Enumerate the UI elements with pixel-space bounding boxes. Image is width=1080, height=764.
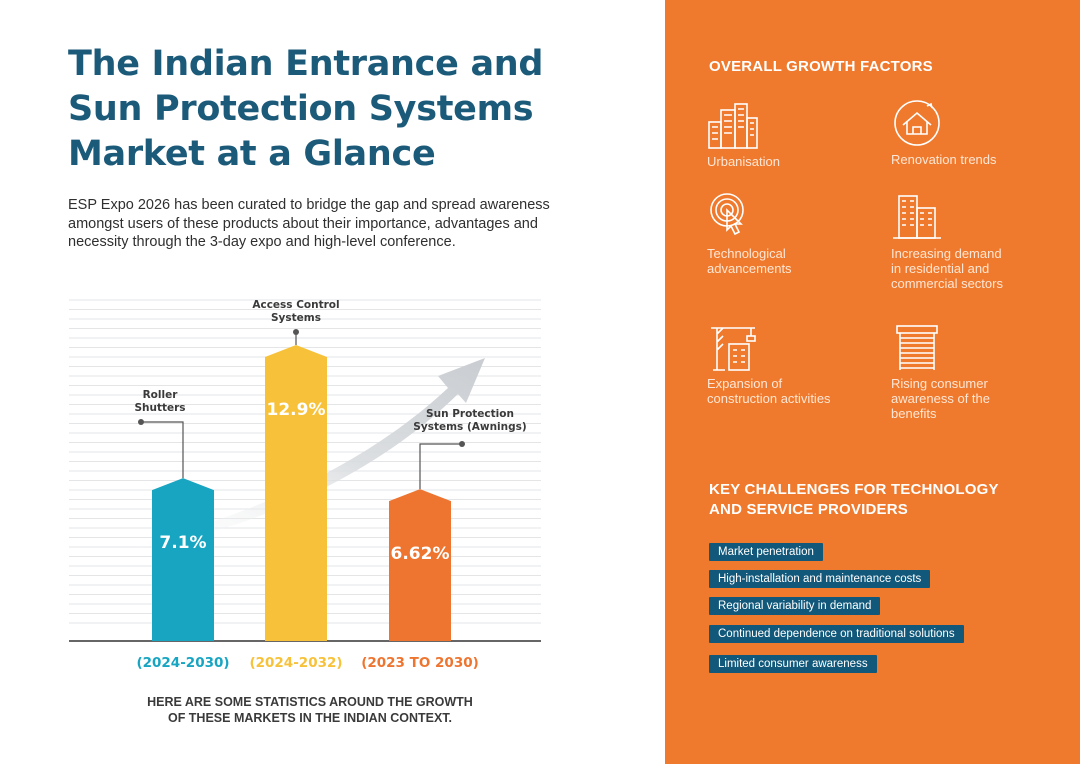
footnote-line: HERE ARE SOME STATISTICS AROUND THE GROW… — [147, 695, 473, 709]
category-label: Sun Protection — [426, 408, 514, 420]
footnote-line: OF THESE MARKETS IN THE INDIAN CONTEXT. — [167, 711, 453, 725]
challenges-heading-line: KEY CHALLENGES FOR TECHNOLOGY — [709, 481, 999, 498]
factor-label-line: Technological — [707, 246, 786, 261]
factor-urbanisation: Urbanisation — [707, 100, 877, 169]
leader-dot — [293, 329, 299, 335]
residential-commercial-buildings-icon — [893, 195, 941, 239]
leader-line — [419, 443, 462, 490]
challenges-heading-line: AND SERVICE PROVIDERS — [709, 501, 908, 518]
factor-label-line: benefits — [891, 406, 937, 421]
factor-label-line: Expansion of — [707, 376, 783, 391]
city-buildings-icon — [708, 103, 758, 149]
rolling-shutter-icon — [896, 325, 938, 370]
factor-label-line: advancements — [707, 261, 792, 276]
factor-label-line: Rising consumer — [891, 376, 988, 391]
bar-value-label: 6.62% — [391, 544, 450, 564]
title-line: Market at a Glance — [68, 134, 436, 174]
challenges-heading: KEY CHALLENGES FOR TECHNOLOGY AND SERVIC… — [709, 480, 999, 520]
bar-value-label: 12.9% — [267, 400, 326, 420]
challenge-chip: Market penetration — [709, 543, 823, 561]
factor-label: Increasing demand in residential and com… — [891, 246, 1061, 291]
category-label: Systems — [271, 312, 321, 324]
factor-label-line: Urbanisation — [707, 154, 780, 169]
challenge-chip: Regional variability in demand — [709, 597, 881, 615]
growth-bar-chart: 7.1% (2024-2030) 12.9% (2024-2032) 6.62% (202… — [69, 299, 541, 671]
bar-2 — [265, 345, 327, 641]
leader-line — [141, 421, 184, 479]
factor-label-line: Renovation trends — [891, 152, 997, 167]
period-label: (2024-2032) — [249, 655, 342, 671]
touch-technology-icon — [710, 193, 744, 236]
title-line: Sun Protection Systems — [68, 89, 534, 129]
factor-label: Technological advancements — [707, 246, 877, 276]
factor-demand: Increasing demand in residential and com… — [891, 192, 1061, 291]
intro-paragraph: ESP Expo 2026 has been curated to bridge… — [68, 197, 550, 250]
challenge-chip: Continued dependence on traditional solu… — [709, 625, 964, 643]
factor-label-line: in residential and — [891, 261, 990, 276]
factor-technology: Technological advancements — [707, 192, 877, 276]
bar-value-label: 7.1% — [159, 533, 206, 553]
leader-dot — [138, 419, 144, 425]
factor-label-line: awareness of the — [891, 391, 991, 406]
factor-renovation: Renovation trends — [891, 98, 1061, 167]
left-panel: The Indian Entrance and Sun Protection S… — [68, 42, 628, 726]
growth-trend-arrow — [120, 358, 485, 552]
factor-label: Urbanisation — [707, 154, 877, 169]
category-label: Roller — [143, 389, 179, 401]
house-renovation-icon — [894, 100, 940, 146]
factor-label: Renovation trends — [891, 152, 1061, 167]
factor-label: Expansion of construction activities — [707, 376, 877, 406]
bar-3 — [389, 489, 451, 641]
construction-crane-icon — [711, 327, 756, 371]
challenge-chip: Limited consumer awareness — [709, 655, 877, 673]
bar-1 — [152, 478, 214, 641]
title-line: The Indian Entrance and — [68, 44, 544, 84]
leader-dot — [459, 441, 465, 447]
category-label: Systems (Awnings) — [413, 421, 526, 433]
factor-awareness: Rising consumer awareness of the benefit… — [891, 322, 1061, 421]
factor-label-line: commercial sectors — [891, 276, 1003, 291]
category-label: Shutters — [134, 402, 185, 414]
period-label: (2023 TO 2030) — [361, 655, 479, 671]
chart-marks: 7.1% (2024-2030) 12.9% (2024-2032) 6.62% (202… — [134, 299, 526, 671]
growth-factors-heading: OVERALL GROWTH FACTORS — [709, 58, 933, 75]
period-label: (2024-2030) — [136, 655, 229, 671]
page-title: The Indian Entrance and Sun Protection S… — [68, 42, 628, 177]
factor-label-line: Increasing demand — [891, 246, 1002, 261]
right-panel: OVERALL GROWTH FACTORS Urbanisation Reno… — [665, 0, 1080, 764]
factor-label: Rising consumer awareness of the benefit… — [891, 376, 1061, 421]
factor-construction: Expansion of construction activities — [707, 322, 877, 406]
challenge-chip: High-installation and maintenance costs — [709, 570, 931, 588]
factor-label-line: construction activities — [707, 391, 831, 406]
category-label: Access Control — [252, 299, 339, 311]
chart-footnote: HERE ARE SOME STATISTICS AROUND THE GROW… — [140, 694, 480, 726]
